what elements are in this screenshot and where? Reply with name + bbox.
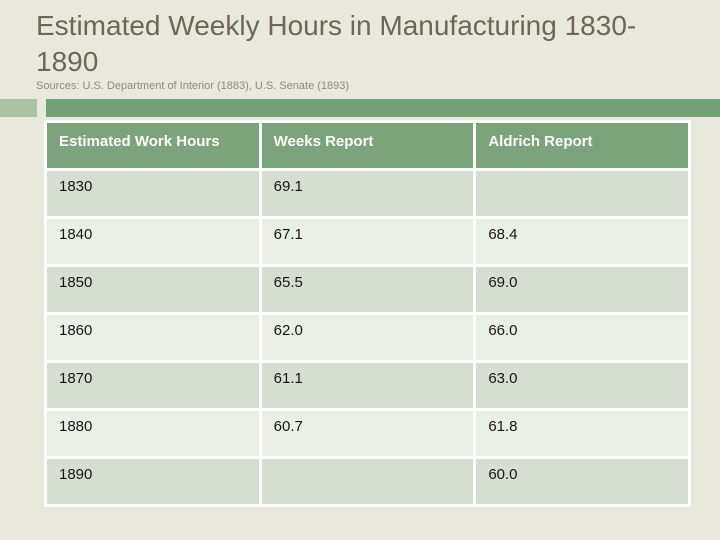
table-cell: 1830 [47,171,259,216]
slide-title-line2: 1890 [36,46,99,77]
table-cell: 67.1 [261,219,474,264]
column-header-estimated-work-hours: Estimated Work Hours [47,123,259,168]
sources-line: Sources: U.S. Department of Interior (18… [36,80,350,92]
table-body: 1830 69.1 1840 67.1 68.4 1850 65.5 69.0 … [47,171,688,504]
table-row: 1870 61.1 63.0 [47,363,688,408]
accent-band-square [0,99,37,117]
column-header-aldrich-report: Aldrich Report [476,123,688,168]
table-cell: 66.0 [476,315,688,360]
table-cell [476,171,688,216]
accent-band-bar [46,99,720,117]
table-cell: 1850 [47,267,259,312]
table-cell: 1870 [47,363,259,408]
column-header-weeks-report: Weeks Report [261,123,474,168]
table-cell: 61.1 [261,363,474,408]
table-cell: 69.1 [261,171,474,216]
table-cell: 1890 [47,459,259,504]
table-cell: 61.8 [476,411,688,456]
table-cell: 1840 [47,219,259,264]
table-cell: 68.4 [476,219,688,264]
table-cell: 63.0 [476,363,688,408]
table-cell: 65.5 [261,267,474,312]
slide-title-line1: Estimated Weekly Hours in Manufacturing … [36,10,637,41]
table-row: 1890 60.0 [47,459,688,504]
table-row: 1880 60.7 61.8 [47,411,688,456]
table-row: 1840 67.1 68.4 [47,219,688,264]
table-cell: 62.0 [261,315,474,360]
slide-title: Estimated Weekly Hours in Manufacturing … [36,8,706,80]
table-cell: 1860 [47,315,259,360]
data-table: Estimated Work Hours Weeks Report Aldric… [44,120,691,507]
table-cell: 60.0 [476,459,688,504]
table-cell: 1880 [47,411,259,456]
table-cell [261,459,474,504]
table-row: 1850 65.5 69.0 [47,267,688,312]
table-header-row: Estimated Work Hours Weeks Report Aldric… [47,123,688,168]
table-row: 1830 69.1 [47,171,688,216]
table-header: Estimated Work Hours Weeks Report Aldric… [47,123,688,168]
table-cell: 60.7 [261,411,474,456]
table-row: 1860 62.0 66.0 [47,315,688,360]
table-cell: 69.0 [476,267,688,312]
